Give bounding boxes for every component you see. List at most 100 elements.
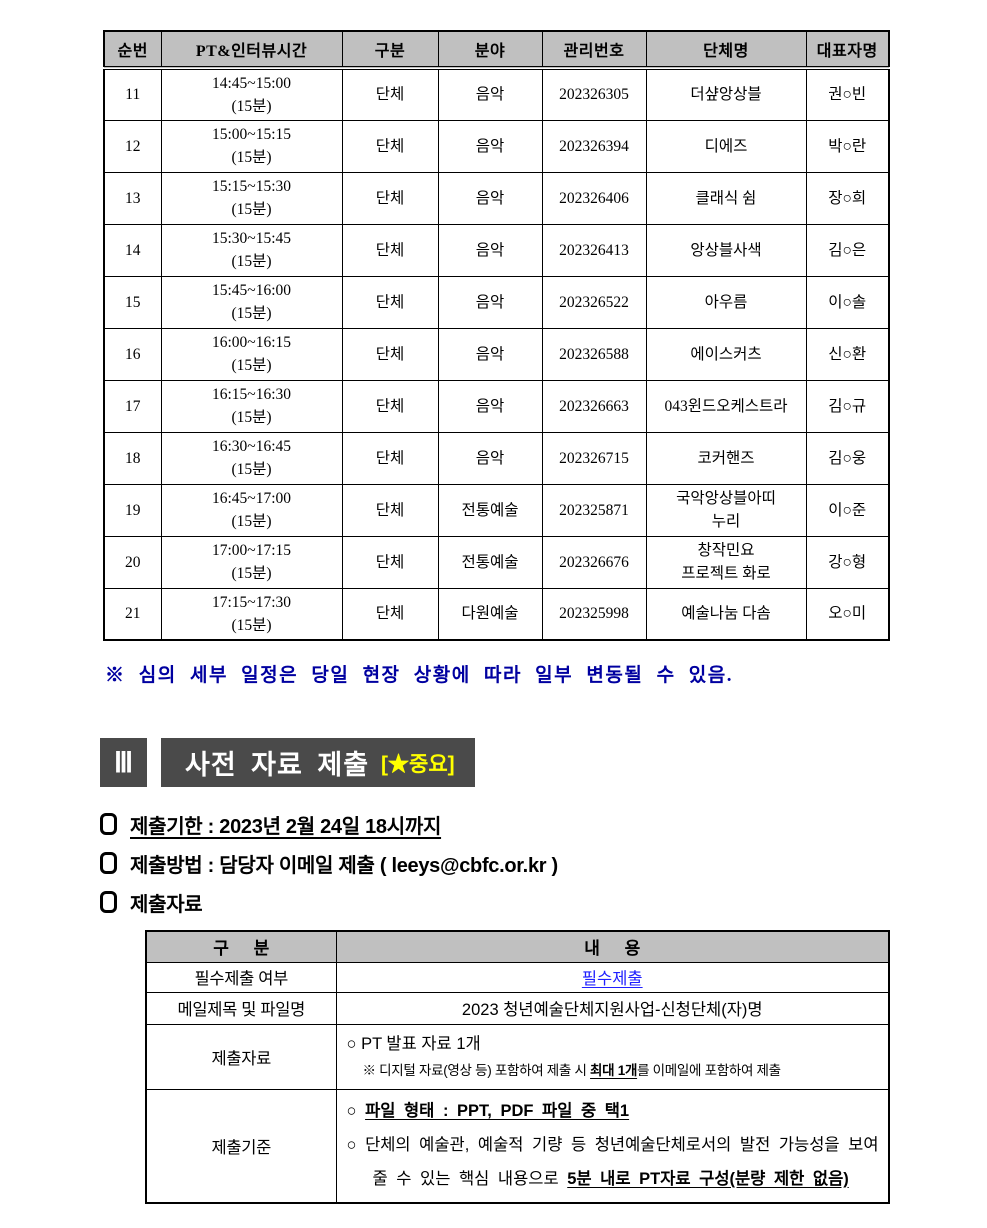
section-numeral: Ⅲ	[100, 738, 147, 787]
cell-time: 16:00~16:15 (15분)	[160, 327, 343, 381]
cell-org: 앙상블사색	[645, 223, 807, 277]
criteria-content: ○ 파일 형태 : PPT, PDF 파일 중 택1 ○ 단체의 예술관, 예술…	[335, 1088, 890, 1203]
cell-field: 음악	[437, 275, 543, 329]
cell-time: 15:00~15:15 (15분)	[160, 119, 343, 173]
cell-category: 단체	[341, 587, 439, 641]
materials-subnote: ※ 디지털 자료(영상 등) 포함하여 제출 시 최대 1개를 이메일에 포함하…	[362, 1062, 782, 1078]
col-header-mgmt-no: 관리번호	[541, 30, 647, 70]
col-header-org: 단체명	[645, 30, 807, 70]
cell-field: 전통예술	[437, 535, 543, 589]
table-row: 11 14:45~15:00 (15분) 단체 음악 202326305 더샾앙상블 권○빈	[103, 67, 890, 121]
cell-no: 11	[103, 67, 162, 121]
cell-field: 음악	[437, 379, 543, 433]
cell-category: 단체	[341, 431, 439, 485]
col-header-rep: 대표자명	[805, 30, 890, 70]
cell-mgmt-no: 202326394	[541, 119, 647, 173]
cell-org: 클래식 쉼	[645, 171, 807, 225]
cell-category: 단체	[341, 327, 439, 381]
list-item-method: 제출방법 : 담당자 이메일 제출 ( leeys@cbfc.or.kr )	[100, 850, 987, 877]
cell-time: 16:30~16:45 (15분)	[160, 431, 343, 485]
required-badge: 필수제출	[581, 970, 643, 988]
criteria-item-content: ○ 단체의 예술관, 예술적 기량 등 청년예술단체로서의 발전 가능성을 보여…	[346, 1135, 879, 1188]
materials-item: ○ PT 발표 자료 1개	[346, 1034, 481, 1053]
cell-rep: 강○형	[805, 535, 890, 589]
cell-rep: 박○란	[805, 119, 890, 173]
cell-rep: 김○규	[805, 379, 890, 433]
table-row-required: 필수제출 여부 필수제출	[145, 961, 890, 993]
mail-label: 메일제목 및 파일명	[145, 991, 337, 1025]
cell-field: 음악	[437, 67, 543, 121]
cell-field: 전통예술	[437, 483, 543, 537]
cell-no: 20	[103, 535, 162, 589]
cell-no: 17	[103, 379, 162, 433]
cell-no: 21	[103, 587, 162, 641]
checkbox-bullet-icon	[100, 891, 117, 913]
cell-category: 단체	[341, 535, 439, 589]
cell-org: 에이스커츠	[645, 327, 807, 381]
cell-rep: 이○솔	[805, 275, 890, 329]
required-value: 필수제출	[335, 961, 890, 993]
cell-mgmt-no: 202326715	[541, 431, 647, 485]
cell-org: 국악앙상블아띠 누리	[645, 483, 807, 537]
checkbox-bullet-icon	[100, 852, 117, 874]
cell-field: 음악	[437, 223, 543, 277]
col-header-category: 구분	[341, 30, 439, 70]
section-importance-tag: [★중요]	[381, 752, 455, 776]
submission-table: 구 분 내 용 필수제출 여부 필수제출 메일제목 및 파일명 2023 청년예…	[145, 930, 890, 1204]
deadline-text: 제출기한 : 2023년 2월 24일 18시까지	[130, 815, 442, 838]
cell-org: 아우름	[645, 275, 807, 329]
cell-mgmt-no: 202326522	[541, 275, 647, 329]
table-row: 19 16:45~17:00 (15분) 단체 전통예술 202325871 국악앙상블아띠…	[103, 483, 890, 537]
cell-rep: 김○은	[805, 223, 890, 277]
criteria-label: 제출기준	[145, 1088, 337, 1203]
cell-category: 단체	[341, 223, 439, 277]
cell-field: 음악	[437, 171, 543, 225]
materials-content: ○ PT 발표 자료 1개 ※ 디지털 자료(영상 등) 포함하여 제출 시 최…	[335, 1023, 890, 1090]
section-title: 사전 자료 제출	[185, 750, 370, 780]
table-row: 21 17:15~17:30 (15분) 단체 다원예술 202325998 예술나눔 다솜…	[103, 587, 890, 641]
cell-time: 15:30~15:45 (15분)	[160, 223, 343, 277]
cell-time: 15:15~15:30 (15분)	[160, 171, 343, 225]
cell-mgmt-no: 202326413	[541, 223, 647, 277]
cell-time: 15:45~16:00 (15분)	[160, 275, 343, 329]
mail-value: 2023 청년예술단체지원사업-신청단체(자)명	[335, 991, 890, 1025]
cell-no: 14	[103, 223, 162, 277]
col-header-naeyong: 내 용	[335, 930, 890, 963]
col-header-gubun: 구 분	[145, 930, 337, 963]
schedule-table: 순번 PT&인터뷰시간 구분 분야 관리번호 단체명 대표자명 11 14:45~…	[103, 30, 890, 641]
cell-mgmt-no: 202326663	[541, 379, 647, 433]
cell-rep: 오○미	[805, 587, 890, 641]
checkbox-bullet-icon	[100, 813, 117, 835]
cell-time: 16:45~17:00 (15분)	[160, 483, 343, 537]
col-header-field: 분야	[437, 30, 543, 70]
cell-category: 단체	[341, 483, 439, 537]
table-row: 13 15:15~15:30 (15분) 단체 음악 202326406 클래식 쉼 장○희	[103, 171, 890, 225]
cell-time: 16:15~16:30 (15분)	[160, 379, 343, 433]
table-row: 14 15:30~15:45 (15분) 단체 음악 202326413 앙상블사색 김○은	[103, 223, 890, 277]
table-row: 16 16:00~16:15 (15분) 단체 음악 202326588 에이스커츠 신○환	[103, 327, 890, 381]
table-row: 15 15:45~16:00 (15분) 단체 음악 202326522 아우름 이○솔	[103, 275, 890, 329]
required-label: 필수제출 여부	[145, 961, 337, 993]
submission-header-row: 구 분 내 용	[145, 930, 890, 963]
table-row: 18 16:30~16:45 (15분) 단체 음악 202326715 코커핸즈 김○웅	[103, 431, 890, 485]
cell-org: 예술나눔 다솜	[645, 587, 807, 641]
cell-mgmt-no: 202325871	[541, 483, 647, 537]
cell-category: 단체	[341, 119, 439, 173]
cell-time: 17:15~17:30 (15분)	[160, 587, 343, 641]
cell-field: 다원예술	[437, 587, 543, 641]
schedule-header-row: 순번 PT&인터뷰시간 구분 분야 관리번호 단체명 대표자명	[103, 30, 890, 70]
table-row: 17 16:15~16:30 (15분) 단체 음악 202326663 043윈드오케스트…	[103, 379, 890, 433]
cell-field: 음악	[437, 327, 543, 381]
col-header-time: PT&인터뷰시간	[160, 30, 343, 70]
cell-org: 창작민요 프로젝트 화로	[645, 535, 807, 589]
materials-text: 제출자료	[130, 893, 203, 916]
cell-category: 단체	[341, 379, 439, 433]
cell-no: 19	[103, 483, 162, 537]
cell-mgmt-no: 202326406	[541, 171, 647, 225]
col-header-no: 순번	[103, 30, 162, 70]
table-row-mail: 메일제목 및 파일명 2023 청년예술단체지원사업-신청단체(자)명	[145, 991, 890, 1025]
table-row-criteria: 제출기준 ○ 파일 형태 : PPT, PDF 파일 중 택1 ○ 단체의 예술…	[145, 1088, 890, 1203]
cell-category: 단체	[341, 67, 439, 121]
cell-org: 더샾앙상블	[645, 67, 807, 121]
cell-org: 디에즈	[645, 119, 807, 173]
